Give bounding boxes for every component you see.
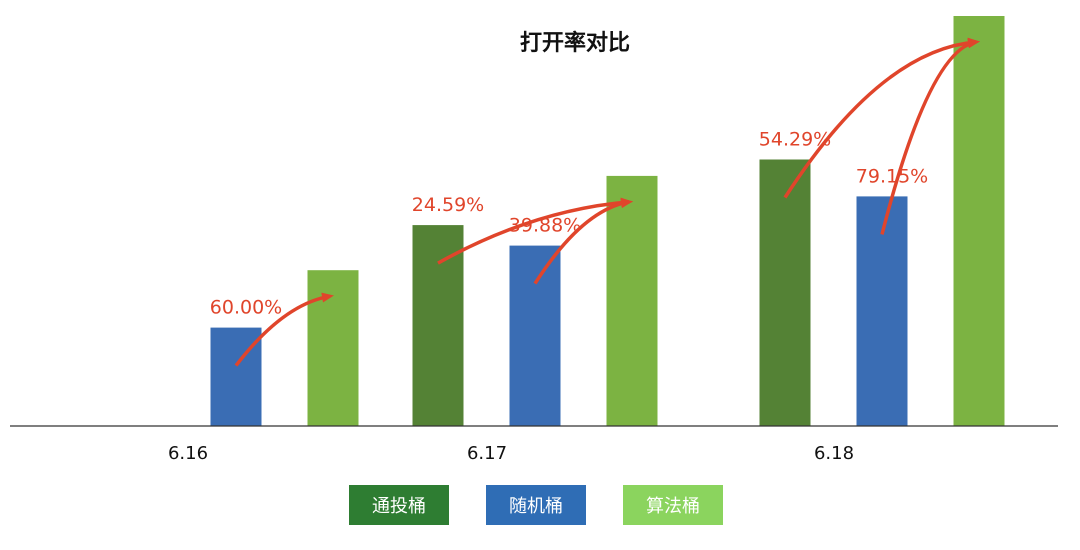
growth-arrow (783, 37, 980, 199)
legend-item-series-suanfa: 算法桶 (623, 485, 723, 525)
bar-series-suanfa-6-18 (953, 16, 1005, 426)
annotations-layer: 60.00% 24.59% 39.88% 54.29% 79.15% (210, 37, 980, 367)
legend-item-series-suiji: 随机桶 (486, 485, 586, 525)
growth-label: 79.15% (856, 165, 928, 187)
x-tick-label: 6.17 (467, 443, 507, 464)
growth-arrow (533, 198, 633, 285)
growth-label: 24.59% (412, 194, 484, 216)
legend-item-series-tongtou: 通投桶 (349, 485, 449, 525)
bar-series-tongtou-6-17 (412, 225, 464, 426)
x-axis-ticks: 6.16 6.17 6.18 (168, 443, 854, 464)
growth-arrow (234, 292, 334, 367)
growth-arrow (880, 38, 980, 235)
growth-arrow (437, 197, 633, 265)
growth-label: 54.29% (759, 129, 831, 151)
growth-label: 39.88% (509, 215, 581, 237)
bar-series-suanfa-6-17 (606, 175, 658, 426)
bar-series-suiji-6-18 (856, 196, 908, 426)
x-tick-label: 6.16 (168, 443, 208, 464)
x-tick-label: 6.18 (814, 443, 854, 464)
bar-series-suanfa-6-16 (307, 270, 359, 426)
bar-series-tongtou-6-18 (759, 159, 811, 426)
bars-layer (210, 16, 1005, 426)
chart-title: 打开率对比 (520, 30, 630, 56)
growth-label: 60.00% (210, 297, 282, 319)
bar-series-suiji-6-17 (509, 245, 561, 426)
